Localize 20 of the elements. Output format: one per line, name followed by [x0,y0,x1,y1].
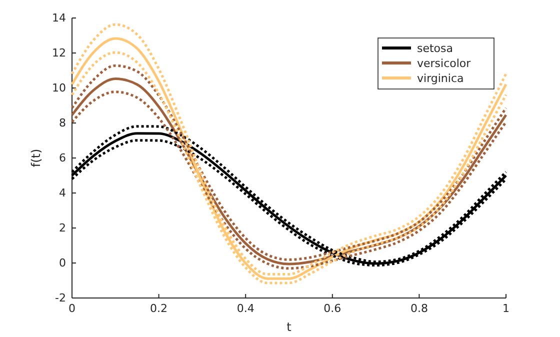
x-tick-label: 0 [68,302,76,315]
y-tick-label: 6 [59,152,66,165]
y-tick-label: 10 [52,82,66,95]
x-tick-label: 1 [502,302,510,315]
y-tick-label: 2 [59,222,66,235]
x-tick-label: 0.4 [236,302,254,315]
x-tick-label: 0.6 [324,302,342,315]
legend-label: virginica [417,72,464,85]
y-tick-label: -2 [55,292,66,305]
x-axis-title: t [286,320,292,334]
legend-label: versicolor [417,57,472,70]
y-tick-label: 8 [59,116,66,130]
y-tick-label: 12 [52,46,66,60]
y-tick-label: 14 [52,12,66,25]
legend-label: setosa [417,42,454,55]
x-tick-label: 0.8 [410,302,428,315]
y-tick-label: 0 [59,256,66,270]
x-tick-label: 0.2 [150,302,168,315]
y-tick-label: 4 [59,186,66,200]
y-axis-title: f(t) [29,148,43,168]
